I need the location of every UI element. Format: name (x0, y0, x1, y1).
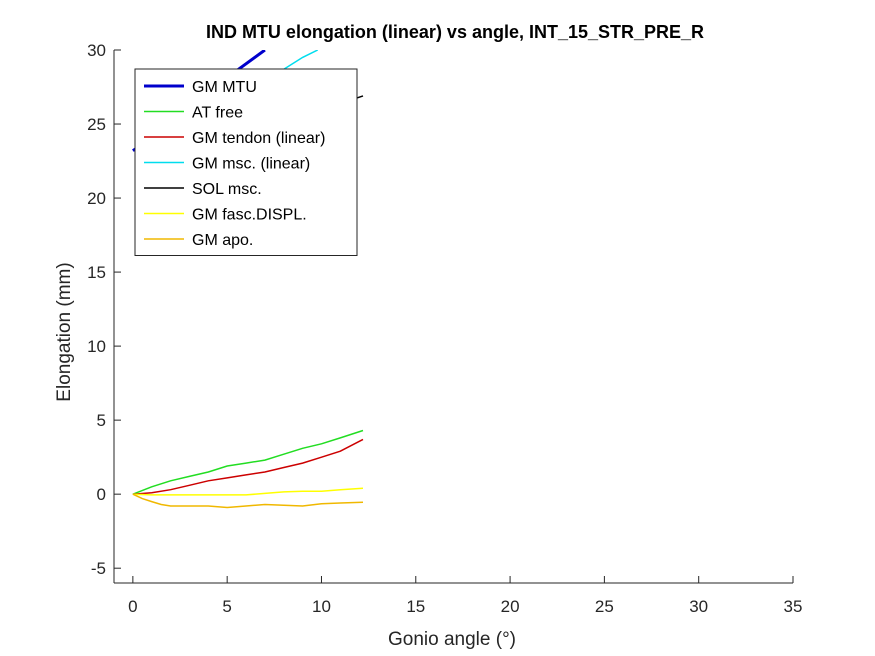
legend-entry: GM MTU (192, 79, 257, 96)
legend: GM MTU AT free GM tendon (linear) GM msc. (… (134, 68, 358, 256)
x-tick-label: 0 (128, 597, 137, 616)
y-tick-label: 25 (87, 115, 106, 134)
chart-title: IND MTU elongation (linear) vs angle, IN… (206, 22, 704, 42)
x-tick-label: 20 (501, 597, 520, 616)
x-axis-label: Gonio angle (°) (388, 629, 516, 650)
x-tick-label: 15 (406, 597, 425, 616)
x-tick-label: 10 (312, 597, 331, 616)
x-tick-label: 30 (689, 597, 708, 616)
series-line-3 (132, 438, 364, 495)
legend-entry: SOL msc. (192, 181, 262, 198)
y-tick-label: 0 (97, 485, 106, 504)
y-tick-label: 20 (87, 189, 106, 208)
series-line-7 (132, 493, 364, 509)
legend-entry: GM msc. (linear) (192, 156, 310, 173)
series-line-6 (132, 487, 364, 496)
axes: 0 5 10 15 20 25 30 35 -5 0 5 10 15 20 25 30 (87, 41, 802, 616)
y-tick-label: 10 (87, 337, 106, 356)
x-tick-label: 5 (222, 597, 231, 616)
y-axis-label: Elongation (mm) (54, 262, 75, 401)
legend-entry: GM fasc.DISPL. (192, 207, 307, 224)
y-tick-label: 15 (87, 263, 106, 282)
series-line-2 (132, 429, 364, 495)
legend-entry: AT free (192, 105, 243, 122)
legend-entry: GM apo. (192, 232, 253, 249)
y-tick-label: 30 (87, 41, 106, 60)
legend-entry: GM tendon (linear) (192, 130, 325, 147)
y-tick-label: 5 (97, 411, 106, 430)
y-tick-label: -5 (91, 559, 106, 578)
x-tick-label: 35 (784, 597, 803, 616)
x-tick-label: 25 (595, 597, 614, 616)
